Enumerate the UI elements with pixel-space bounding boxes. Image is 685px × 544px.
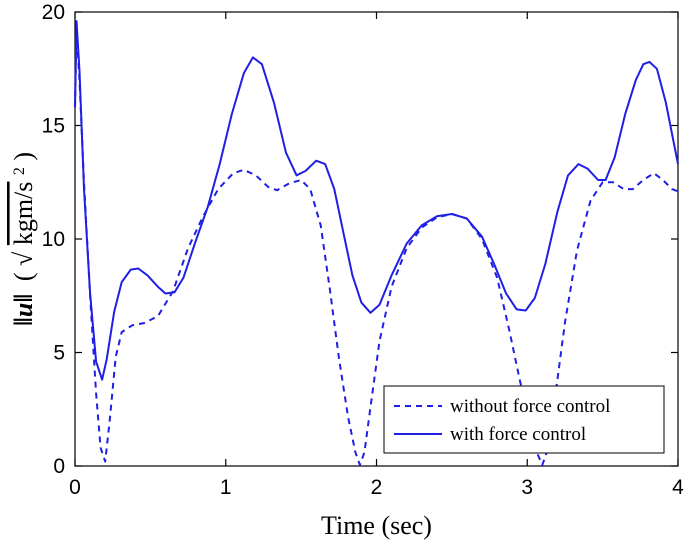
legend-box bbox=[383, 385, 665, 454]
y-tick-label: 5 bbox=[53, 342, 65, 365]
y-axis-label-exponent: 2 bbox=[11, 167, 28, 175]
legend-label-without-force-control: without force control bbox=[450, 396, 610, 417]
x-tick-label: 2 bbox=[371, 476, 383, 499]
x-tick-label: 0 bbox=[69, 476, 81, 499]
y-tick-label: 0 bbox=[53, 455, 65, 478]
svg-text:‖u‖ ( √ kgm/: ‖u‖ ( √ kgm/s 2 ) bbox=[9, 152, 38, 326]
x-tick-label: 3 bbox=[521, 476, 533, 499]
x-tick-label: 1 bbox=[220, 476, 232, 499]
y-axis-label-root-content: kgm/s bbox=[9, 182, 38, 246]
y-axis-label-root: √ bbox=[9, 251, 38, 266]
y-axis-label-close: ) bbox=[9, 152, 38, 161]
y-axis-label: ‖u‖ ( √ kgm/s 2 ) bbox=[9, 152, 38, 326]
legend: without force control with force control bbox=[383, 385, 665, 454]
y-tick-label: 20 bbox=[42, 1, 65, 24]
y-axis-label-open: ( bbox=[9, 272, 38, 281]
y-axis-label-norm: ‖u‖ bbox=[9, 294, 38, 326]
x-tick-label: 4 bbox=[672, 476, 684, 499]
series-group bbox=[74, 20, 679, 466]
ticks-group: 0 1 2 3 4 0 5 10 15 20 bbox=[42, 1, 685, 499]
series-line-0 bbox=[74, 29, 679, 466]
x-axis-label: Time (sec) bbox=[321, 511, 432, 540]
y-tick-label: 15 bbox=[42, 115, 65, 138]
y-tick-label: 10 bbox=[42, 228, 65, 251]
series-line-1 bbox=[74, 20, 679, 381]
legend-label-with-force-control: with force control bbox=[450, 424, 586, 445]
